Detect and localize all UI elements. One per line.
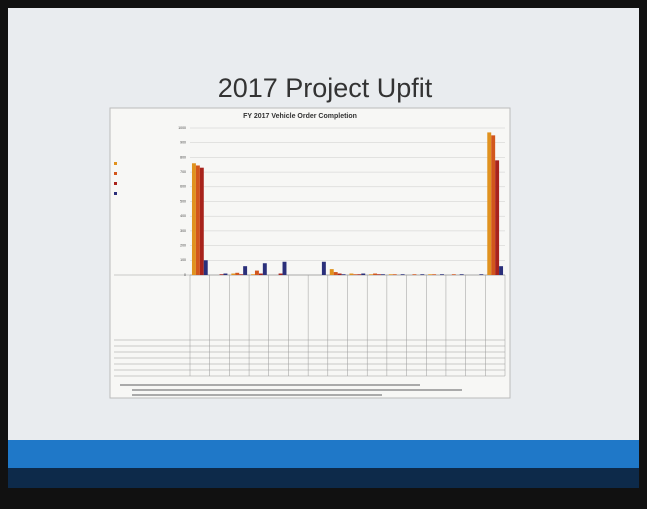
bar	[223, 274, 227, 275]
footnote-line	[120, 384, 420, 386]
footnote-line	[132, 394, 382, 396]
bar	[389, 274, 393, 275]
legend-swatch	[114, 162, 117, 165]
bar	[377, 274, 381, 275]
y-tick-label: 600	[180, 185, 186, 189]
footnote-line	[132, 389, 462, 391]
bar	[349, 274, 353, 275]
bar	[393, 274, 397, 275]
y-tick-label: 300	[180, 229, 186, 233]
bar	[361, 274, 365, 275]
bar	[196, 165, 200, 275]
bar	[432, 274, 436, 275]
bar	[322, 262, 326, 275]
y-tick-label: 1000	[178, 126, 186, 130]
bar	[479, 274, 483, 275]
bar	[487, 132, 491, 275]
bar	[353, 274, 357, 275]
bar	[334, 272, 338, 275]
bar	[192, 163, 196, 275]
bar	[220, 274, 224, 275]
bar	[330, 269, 334, 275]
y-tick-label: 700	[180, 170, 186, 174]
legend-swatch	[114, 172, 117, 175]
bar	[491, 135, 495, 275]
bar	[412, 274, 416, 275]
bar	[251, 274, 255, 275]
bar	[263, 263, 267, 275]
slide-band	[8, 440, 639, 468]
bar	[428, 274, 432, 275]
y-tick-label: 400	[180, 214, 186, 218]
bar	[495, 160, 499, 275]
bar	[342, 274, 346, 275]
bar	[373, 274, 377, 275]
y-tick-label: 800	[180, 155, 186, 159]
bar	[460, 274, 464, 275]
bar	[243, 266, 247, 275]
y-tick-label: 200	[180, 244, 186, 248]
bar	[452, 274, 456, 275]
bar	[255, 271, 259, 275]
slide-title: 2017 Project Upfit	[218, 73, 433, 103]
bar	[259, 274, 263, 275]
bar	[357, 274, 361, 275]
bar	[283, 262, 287, 275]
chart-image	[110, 108, 510, 398]
page: {"slide_title": "2017 Project Upfit", "c…	[0, 0, 647, 504]
bar	[369, 274, 373, 275]
bar	[440, 274, 444, 275]
bar	[204, 260, 208, 275]
bar	[338, 274, 342, 275]
slide-band-dark	[8, 468, 639, 488]
y-tick-label: 100	[180, 258, 186, 262]
bar	[239, 274, 243, 275]
bar	[279, 274, 283, 275]
legend-swatch	[114, 182, 117, 185]
bar	[235, 273, 239, 275]
screen: 2017 Project Upfit FY 2017 Vehicle Order…	[0, 0, 647, 504]
bar	[381, 274, 385, 275]
bar	[499, 266, 503, 275]
y-tick-label: 0	[184, 273, 186, 277]
chart-title: FY 2017 Vehicle Order Completion	[243, 113, 357, 120]
bar	[401, 274, 405, 275]
bar	[200, 168, 204, 275]
bar	[420, 274, 424, 275]
legend-swatch	[114, 192, 117, 195]
y-tick-label: 900	[180, 141, 186, 145]
y-tick-label: 500	[180, 199, 186, 203]
bar	[231, 274, 235, 275]
